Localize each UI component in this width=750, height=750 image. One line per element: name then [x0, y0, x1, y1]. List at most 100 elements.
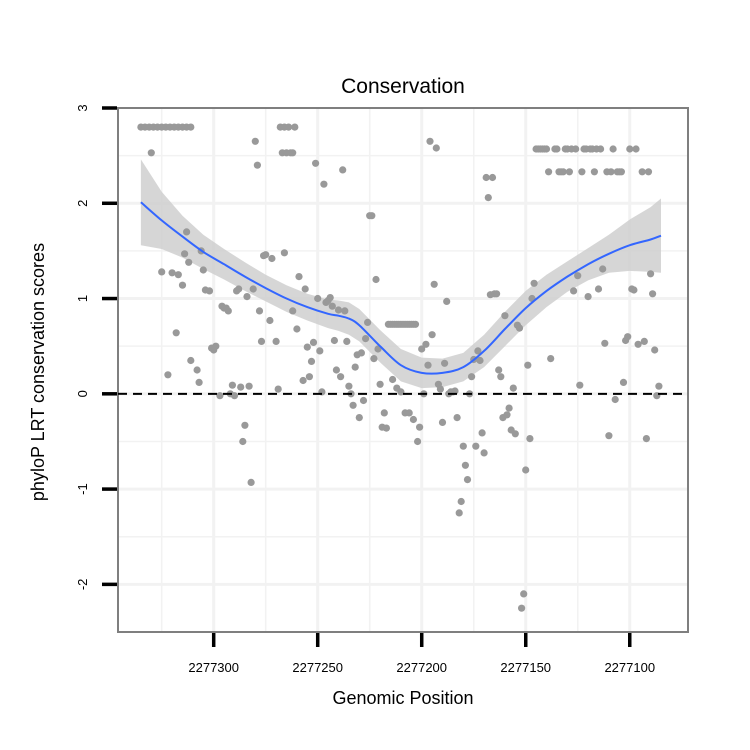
data-point	[349, 401, 357, 409]
data-point	[493, 290, 501, 298]
data-point	[624, 333, 632, 341]
data-point	[309, 338, 318, 346]
data-point	[642, 435, 651, 443]
data-point	[422, 340, 430, 348]
data-point	[495, 366, 503, 374]
data-point	[174, 271, 182, 279]
data-point	[299, 376, 307, 385]
data-point	[430, 280, 438, 288]
data-point	[651, 346, 659, 354]
data-point	[320, 180, 328, 188]
data-point	[480, 449, 488, 457]
data-point	[501, 312, 509, 320]
data-point	[524, 361, 532, 369]
data-point	[362, 335, 370, 343]
data-point	[274, 385, 282, 393]
data-point	[565, 168, 574, 176]
data-point	[330, 336, 338, 345]
y-tick-label: 1	[75, 295, 90, 302]
axes-layer: 2277300 2277250 2277200 2277150 2277100 3 2 1 0 -…	[75, 104, 655, 675]
data-point	[484, 194, 492, 202]
data-point	[289, 307, 297, 315]
data-point	[607, 168, 615, 176]
data-point	[428, 331, 436, 339]
data-point	[559, 168, 567, 176]
data-point	[147, 149, 155, 157]
data-point	[193, 366, 201, 374]
data-point	[424, 361, 432, 369]
data-point	[334, 306, 343, 314]
x-tick-label: 2277200	[396, 660, 447, 675]
data-point	[332, 366, 340, 374]
data-point	[199, 266, 207, 274]
data-point	[509, 384, 517, 392]
data-point	[326, 294, 334, 302]
smooth-line	[140, 201, 662, 375]
points-layer	[137, 123, 663, 612]
data-point	[187, 356, 195, 365]
data-point	[337, 373, 345, 381]
data-point	[380, 409, 388, 417]
data-point	[451, 387, 459, 395]
data-point	[647, 270, 655, 278]
data-point	[230, 392, 239, 400]
data-point	[216, 392, 224, 400]
data-point	[597, 145, 605, 153]
data-point	[574, 272, 582, 280]
data-point	[457, 497, 465, 506]
smooth-line-layer	[140, 201, 662, 375]
data-point	[272, 337, 280, 345]
data-point	[243, 293, 251, 301]
data-point	[515, 324, 524, 332]
data-point	[526, 435, 534, 443]
data-point	[205, 287, 214, 295]
data-point	[505, 404, 513, 412]
data-point	[432, 144, 440, 152]
data-point	[497, 373, 505, 381]
data-point	[303, 343, 311, 351]
data-point	[644, 168, 653, 176]
data-point	[397, 388, 405, 396]
data-point	[461, 461, 469, 469]
data-point	[181, 250, 189, 258]
x-tick-label: 2277300	[188, 660, 239, 675]
data-point	[472, 442, 480, 450]
data-point	[301, 285, 309, 293]
data-point	[312, 159, 320, 167]
data-point	[542, 145, 551, 153]
data-point	[185, 258, 193, 266]
data-point	[251, 137, 259, 145]
data-point	[553, 145, 561, 153]
data-point	[328, 302, 336, 310]
data-point	[478, 429, 486, 437]
y-tick-label: -2	[75, 579, 90, 591]
data-point	[474, 347, 482, 355]
data-point	[619, 378, 628, 386]
data-point	[266, 316, 274, 325]
data-point	[291, 123, 299, 131]
data-point	[245, 382, 253, 390]
data-point	[257, 337, 266, 345]
y-tick-label: 2	[75, 200, 90, 207]
data-point	[576, 381, 584, 389]
data-point	[438, 418, 447, 426]
data-point	[436, 385, 444, 393]
data-point	[295, 273, 303, 281]
data-point	[530, 279, 538, 287]
data-point	[164, 371, 172, 379]
data-point	[518, 604, 526, 612]
data-point	[339, 166, 347, 174]
data-point	[572, 145, 580, 153]
data-point	[389, 375, 397, 384]
data-point	[253, 161, 261, 169]
data-point	[599, 265, 607, 273]
data-point	[411, 320, 420, 328]
data-point	[345, 382, 353, 390]
data-point	[453, 414, 461, 422]
data-point	[634, 340, 642, 348]
data-point	[611, 395, 619, 404]
data-point	[262, 251, 270, 259]
data-point	[368, 212, 376, 220]
data-point	[520, 590, 528, 598]
data-point	[601, 339, 609, 347]
